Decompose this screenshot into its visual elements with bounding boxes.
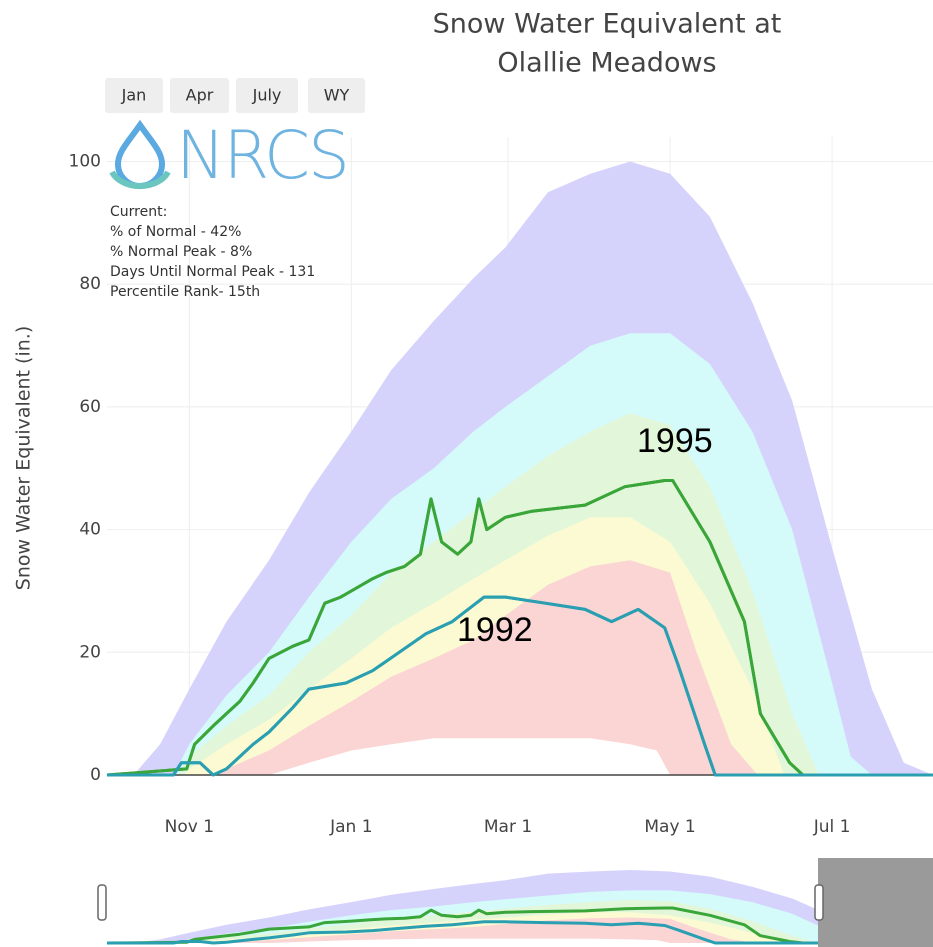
logo-text: NRCS <box>176 117 348 194</box>
chart-title: Olallie Meadows <box>497 48 716 79</box>
annotation: Current: <box>110 204 167 220</box>
annotation: % of Normal - 42% <box>110 224 241 240</box>
x-tick-label: Mar 1 <box>484 817 532 837</box>
slider-handle[interactable] <box>97 884 107 921</box>
annotation: Percentile Rank- 15th <box>110 284 260 300</box>
button-label[interactable]: Apr <box>186 86 214 105</box>
series-line <box>106 479 933 777</box>
x-tick-label: May 1 <box>644 817 695 837</box>
slider-mask <box>818 858 933 947</box>
y-tick-label: 60 <box>79 397 101 417</box>
button-bg <box>170 78 229 113</box>
x-tick-label: Jul 1 <box>813 817 851 837</box>
button-label[interactable]: WY <box>324 86 350 105</box>
annotation: % Normal Peak - 8% <box>110 244 252 260</box>
range-button[interactable]: WY <box>308 78 365 113</box>
series-line <box>107 595 933 777</box>
button-bg <box>236 78 298 113</box>
y-axis-title: Snow Water Equivalent (in.) <box>13 326 35 590</box>
range-button[interactable]: Jan <box>105 78 163 113</box>
y-tick-label: 40 <box>79 520 101 540</box>
y-tick-label: 0 <box>90 765 101 785</box>
series-label: 1995 <box>637 422 713 460</box>
annotation: Days Until Normal Peak - 131 <box>110 264 315 280</box>
logo-drop <box>114 119 166 189</box>
slider-area <box>269 938 671 943</box>
button-bg <box>105 78 163 113</box>
y-tick-label: 100 <box>69 152 101 172</box>
range-button[interactable]: July <box>236 78 298 113</box>
logo-arc <box>109 170 171 190</box>
series-label: 1992 <box>457 611 533 649</box>
button-label[interactable]: July <box>252 86 282 105</box>
chart-title: Snow Water Equivalent at <box>433 9 782 40</box>
x-tick-label: Nov 1 <box>165 817 214 837</box>
x-tick-label: Jan 1 <box>329 817 372 837</box>
band-area <box>269 738 671 775</box>
button-label[interactable]: Jan <box>121 86 147 105</box>
slider-line <box>107 920 933 945</box>
button-bg <box>308 78 365 113</box>
logo: NRCS <box>109 117 350 194</box>
range-button[interactable]: Apr <box>170 78 229 113</box>
band-area <box>207 560 758 775</box>
y-tick-label: 80 <box>79 274 101 294</box>
slider-handle[interactable] <box>814 884 824 921</box>
slider-line <box>106 906 933 945</box>
y-tick-label: 20 <box>79 642 101 662</box>
